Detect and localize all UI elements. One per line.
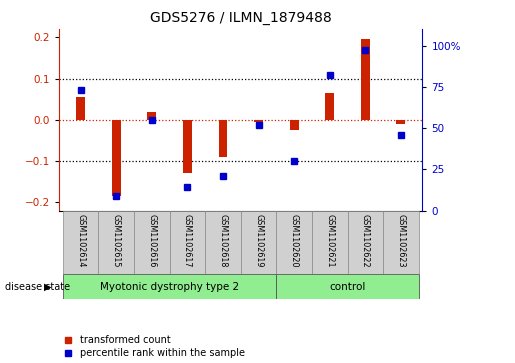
Bar: [383, 211, 419, 274]
Bar: [147, 111, 156, 120]
Text: GSM1102620: GSM1102620: [289, 214, 299, 268]
Text: disease state: disease state: [5, 282, 70, 292]
Bar: [277, 274, 419, 299]
Text: GSM1102622: GSM1102622: [361, 214, 370, 268]
Text: GSM1102621: GSM1102621: [325, 214, 334, 268]
Text: GSM1102619: GSM1102619: [254, 214, 263, 268]
Bar: [218, 120, 228, 157]
Bar: [361, 39, 370, 120]
Bar: [134, 211, 169, 274]
Bar: [277, 211, 312, 274]
Bar: [183, 120, 192, 174]
Text: ▶: ▶: [44, 282, 52, 292]
Bar: [98, 211, 134, 274]
Text: GSM1102623: GSM1102623: [397, 214, 405, 268]
Text: GSM1102615: GSM1102615: [112, 214, 121, 268]
Text: GSM1102617: GSM1102617: [183, 214, 192, 268]
Text: control: control: [330, 282, 366, 292]
Title: GDS5276 / ILMN_1879488: GDS5276 / ILMN_1879488: [150, 11, 332, 25]
Bar: [63, 211, 98, 274]
Bar: [63, 274, 277, 299]
Bar: [241, 211, 277, 274]
Bar: [325, 93, 334, 120]
Legend: transformed count, percentile rank within the sample: transformed count, percentile rank withi…: [64, 335, 245, 358]
Bar: [76, 97, 85, 120]
Bar: [397, 120, 405, 124]
Bar: [169, 211, 205, 274]
Text: GSM1102618: GSM1102618: [218, 214, 228, 268]
Text: GSM1102616: GSM1102616: [147, 214, 156, 268]
Bar: [348, 211, 383, 274]
Bar: [112, 120, 121, 196]
Bar: [312, 211, 348, 274]
Text: Myotonic dystrophy type 2: Myotonic dystrophy type 2: [100, 282, 239, 292]
Bar: [254, 120, 263, 122]
Bar: [290, 120, 299, 130]
Text: GSM1102614: GSM1102614: [76, 214, 85, 268]
Bar: [205, 211, 241, 274]
